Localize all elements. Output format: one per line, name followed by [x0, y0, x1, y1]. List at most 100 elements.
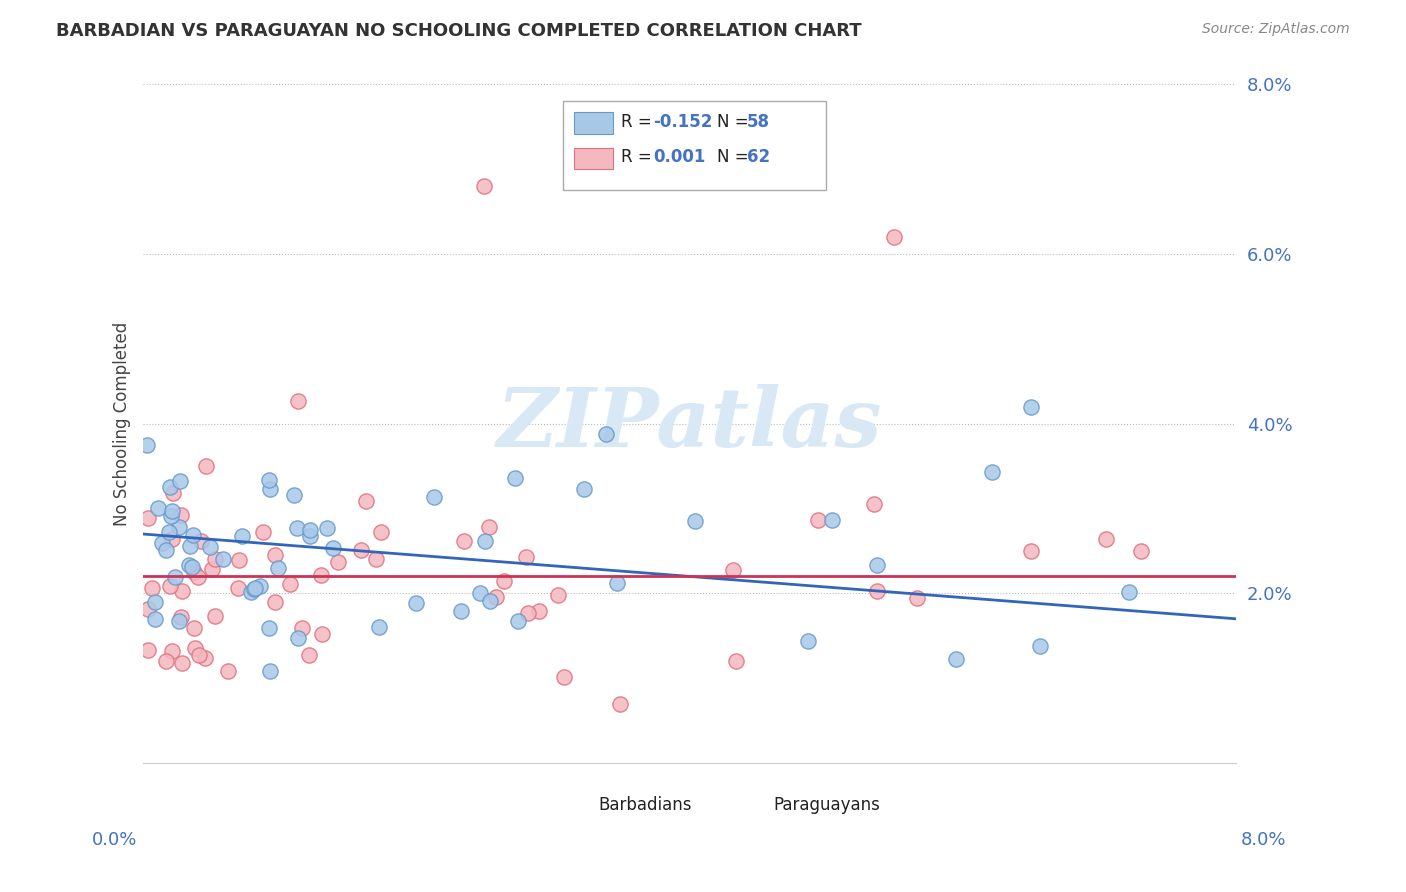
FancyBboxPatch shape [575, 112, 613, 134]
Text: -0.152: -0.152 [654, 112, 713, 131]
Point [141, 581, 163, 595]
Point [354, 494, 377, 508]
Text: Barbadians: Barbadians [599, 796, 692, 814]
Point [187, 648, 209, 662]
Point [527, 604, 550, 618]
Point [179, 558, 201, 573]
Point [547, 588, 569, 602]
Point [905, 591, 928, 605]
Point [298, 648, 321, 662]
Point [280, 576, 302, 591]
Point [172, 657, 194, 671]
Text: N =: N = [717, 112, 754, 131]
Point [721, 562, 744, 576]
Point [311, 627, 333, 641]
Text: R =: R = [621, 112, 658, 131]
Text: N =: N = [717, 148, 754, 166]
Point [494, 574, 516, 589]
Point [183, 621, 205, 635]
Point [478, 593, 501, 607]
Point [807, 512, 830, 526]
Point [160, 509, 183, 524]
FancyBboxPatch shape [564, 102, 825, 190]
Point [298, 529, 321, 543]
Point [159, 480, 181, 494]
Point [135, 438, 157, 452]
Point [350, 543, 373, 558]
Point [450, 604, 472, 618]
Point [243, 581, 266, 595]
Point [252, 524, 274, 539]
Point [328, 555, 350, 569]
Point [405, 596, 427, 610]
Point [190, 534, 212, 549]
Point [574, 482, 596, 496]
Text: 58: 58 [747, 112, 770, 131]
Point [162, 485, 184, 500]
Point [181, 528, 204, 542]
Point [167, 614, 190, 628]
Point [883, 230, 905, 244]
Point [143, 595, 166, 609]
Point [228, 581, 250, 595]
Y-axis label: No Schooling Completed: No Schooling Completed [114, 322, 131, 525]
Point [370, 525, 392, 540]
Point [194, 458, 217, 473]
Text: BARBADIAN VS PARAGUAYAN NO SCHOOLING COMPLETED CORRELATION CHART: BARBADIAN VS PARAGUAYAN NO SCHOOLING COM… [56, 22, 862, 40]
Point [259, 482, 281, 496]
Point [212, 551, 235, 566]
Point [287, 631, 309, 645]
Point [945, 652, 967, 666]
Point [183, 566, 205, 580]
Point [595, 426, 617, 441]
Point [179, 539, 201, 553]
Text: 0.001: 0.001 [654, 148, 706, 166]
Point [423, 490, 446, 504]
FancyBboxPatch shape [558, 796, 589, 814]
Point [231, 528, 253, 542]
Point [797, 634, 820, 648]
Point [298, 524, 321, 538]
Point [157, 525, 180, 540]
Point [267, 560, 290, 574]
Point [609, 697, 631, 711]
Text: Paraguayans: Paraguayans [773, 796, 880, 814]
Point [162, 504, 184, 518]
Point [285, 521, 308, 535]
Point [364, 552, 387, 566]
Point [368, 619, 391, 633]
Point [165, 570, 187, 584]
Point [316, 521, 339, 535]
Point [553, 670, 575, 684]
Point [506, 614, 529, 628]
Point [485, 591, 508, 605]
Text: 8.0%: 8.0% [1241, 831, 1286, 849]
Point [264, 548, 287, 562]
Point [162, 644, 184, 658]
Point [1118, 584, 1140, 599]
Point [1019, 400, 1042, 414]
Point [228, 553, 250, 567]
Point [1129, 544, 1152, 558]
Point [143, 612, 166, 626]
Point [980, 465, 1002, 479]
Point [150, 536, 173, 550]
Point [217, 665, 239, 679]
Point [478, 520, 501, 534]
Point [311, 567, 333, 582]
Point [136, 643, 159, 657]
Point [683, 514, 706, 528]
Point [322, 541, 344, 556]
Point [240, 585, 263, 599]
Point [242, 582, 264, 597]
Text: R =: R = [621, 148, 658, 166]
Point [259, 664, 281, 678]
Point [146, 500, 169, 515]
Point [155, 542, 177, 557]
Text: ZIPatlas: ZIPatlas [496, 384, 882, 464]
Text: 62: 62 [747, 148, 770, 166]
FancyBboxPatch shape [733, 796, 763, 814]
Point [468, 586, 491, 600]
Point [170, 508, 193, 522]
Point [136, 602, 159, 616]
